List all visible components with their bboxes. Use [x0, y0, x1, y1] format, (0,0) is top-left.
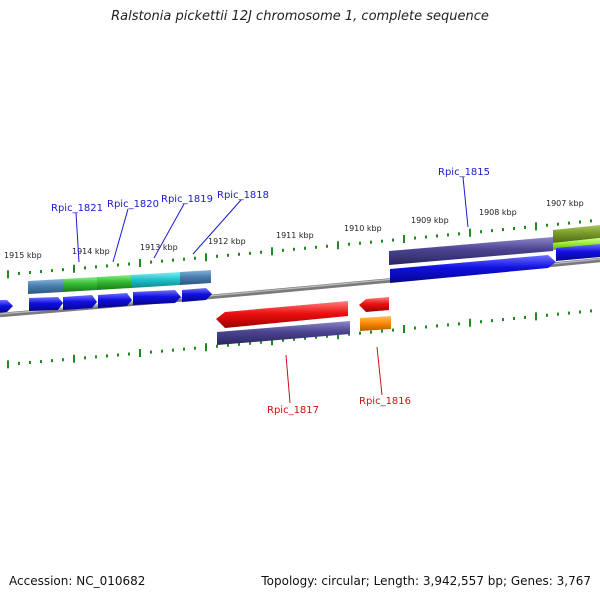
- gene-label-rpic-1821[interactable]: Rpic_1821: [51, 203, 103, 214]
- reverse-features: [216, 297, 391, 345]
- kbp-label-1914: 1914 kbp: [72, 247, 110, 256]
- kbp-label-1907: 1907 kbp: [546, 199, 584, 208]
- kbp-label-1909: 1909 kbp: [411, 216, 449, 225]
- gene-label-rpic-1816[interactable]: Rpic_1816: [359, 396, 411, 407]
- gene-label-rpic-1819[interactable]: Rpic_1819: [161, 194, 213, 205]
- feature-rpic-1821[interactable]: [28, 279, 63, 294]
- feature-olive[interactable]: [553, 225, 600, 243]
- forward-features-left: [28, 270, 211, 294]
- topology-summary: Topology: circular; Length: 3,942,557 bp…: [261, 574, 591, 588]
- kbp-label-1913: 1913 kbp: [140, 243, 178, 252]
- kbp-tick-marks: [7, 219, 592, 369]
- cds-arrow[interactable]: [29, 297, 63, 311]
- feature-rpic-1819[interactable]: [131, 272, 180, 288]
- cds-arrow[interactable]: [98, 293, 132, 308]
- cds-arrow[interactable]: [556, 244, 600, 261]
- gene-label-rpic-1818[interactable]: Rpic_1818: [217, 190, 269, 201]
- forward-cds-left: [0, 288, 212, 313]
- cds-arrow[interactable]: [182, 288, 212, 302]
- cds-arrow[interactable]: [390, 255, 556, 283]
- kbp-label-1915: 1915 kbp: [4, 251, 42, 260]
- kbp-label-1910: 1910 kbp: [344, 224, 382, 233]
- feature-rpic-1820b[interactable]: [97, 275, 131, 290]
- gene-rpic-1817[interactable]: [216, 301, 348, 328]
- gene-label-rpic-1817[interactable]: Rpic_1817: [267, 405, 319, 416]
- forward-features-right: [389, 225, 600, 283]
- cds-arrow[interactable]: [133, 290, 181, 305]
- gene-rpic-1816[interactable]: [359, 297, 389, 312]
- feature-rpic-1817[interactable]: [217, 321, 350, 345]
- feature-rpic-1816[interactable]: [360, 316, 391, 331]
- kbp-label-1911: 1911 kbp: [276, 231, 314, 240]
- kbp-label-1908: 1908 kbp: [479, 208, 517, 217]
- accession-text: Accession: NC_010682: [9, 574, 146, 588]
- feature-rpic-1818[interactable]: [180, 270, 211, 285]
- gene-leader-lines: [75, 176, 469, 404]
- cds-arrow[interactable]: [0, 300, 13, 313]
- map-title: Ralstonia pickettii 12J chromosome 1, co…: [111, 9, 489, 24]
- feature-rpic-1820a[interactable]: [63, 277, 97, 292]
- feature-lime[interactable]: [553, 238, 600, 250]
- gene-label-rpic-1820[interactable]: Rpic_1820: [107, 199, 159, 210]
- cds-arrow[interactable]: [63, 295, 97, 310]
- gene-label-rpic-1815[interactable]: Rpic_1815: [438, 167, 490, 178]
- feature-rpic-1815[interactable]: [389, 237, 553, 265]
- kbp-label-1912: 1912 kbp: [208, 237, 246, 246]
